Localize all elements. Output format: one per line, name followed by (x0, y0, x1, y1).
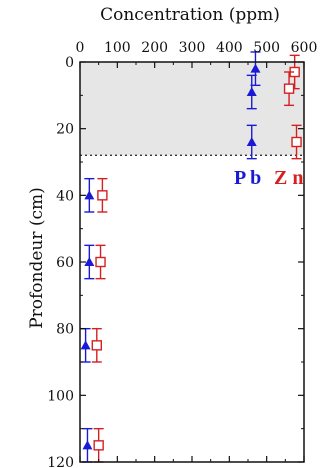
y-tick-label: 40 (56, 188, 74, 204)
data-point-pb (82, 440, 93, 450)
data-point-zn (291, 136, 302, 148)
x-tick-label: 600 (291, 40, 318, 56)
legend-entry-pb: P b (234, 167, 261, 189)
data-point-pb (250, 63, 261, 73)
data-point-pb (246, 87, 257, 96)
data-point-pb (84, 257, 95, 266)
x-tick-label: 200 (141, 40, 168, 56)
data-point-pb (246, 137, 257, 146)
shaded-region (80, 62, 304, 156)
x-tick-label: 100 (104, 40, 131, 56)
y-axis-title: Profondeur (cm) (27, 187, 47, 329)
data-point-pb (84, 190, 95, 200)
data-point-zn (91, 340, 103, 351)
y-tick-label: 0 (65, 55, 74, 71)
x-tick-label: 0 (76, 40, 85, 56)
data-point-zn (97, 190, 108, 201)
y-tick-label: 60 (56, 255, 74, 271)
y-tick-label: 120 (47, 455, 74, 468)
legend-entry-zn: Z n (274, 167, 303, 189)
x-axis-title: Concentration (ppm) (100, 5, 280, 25)
y-tick-label: 100 (47, 388, 74, 404)
data-point-pb (80, 340, 91, 350)
data-point-zn (93, 440, 104, 451)
y-tick-label: 20 (56, 122, 74, 138)
y-tick-label: 80 (56, 322, 74, 338)
x-tick-label: 400 (216, 40, 243, 56)
data-point-zn (95, 256, 106, 268)
series-zn (91, 54, 302, 463)
x-tick-label: 300 (179, 40, 206, 56)
shaded-surface-layer (80, 62, 304, 156)
data-point-zn (283, 83, 295, 94)
tick-layer: 0 100 200 300 400 500 600 0 20 40 60 80 100 120 (47, 40, 317, 468)
x-tick-label: 500 (253, 40, 280, 56)
